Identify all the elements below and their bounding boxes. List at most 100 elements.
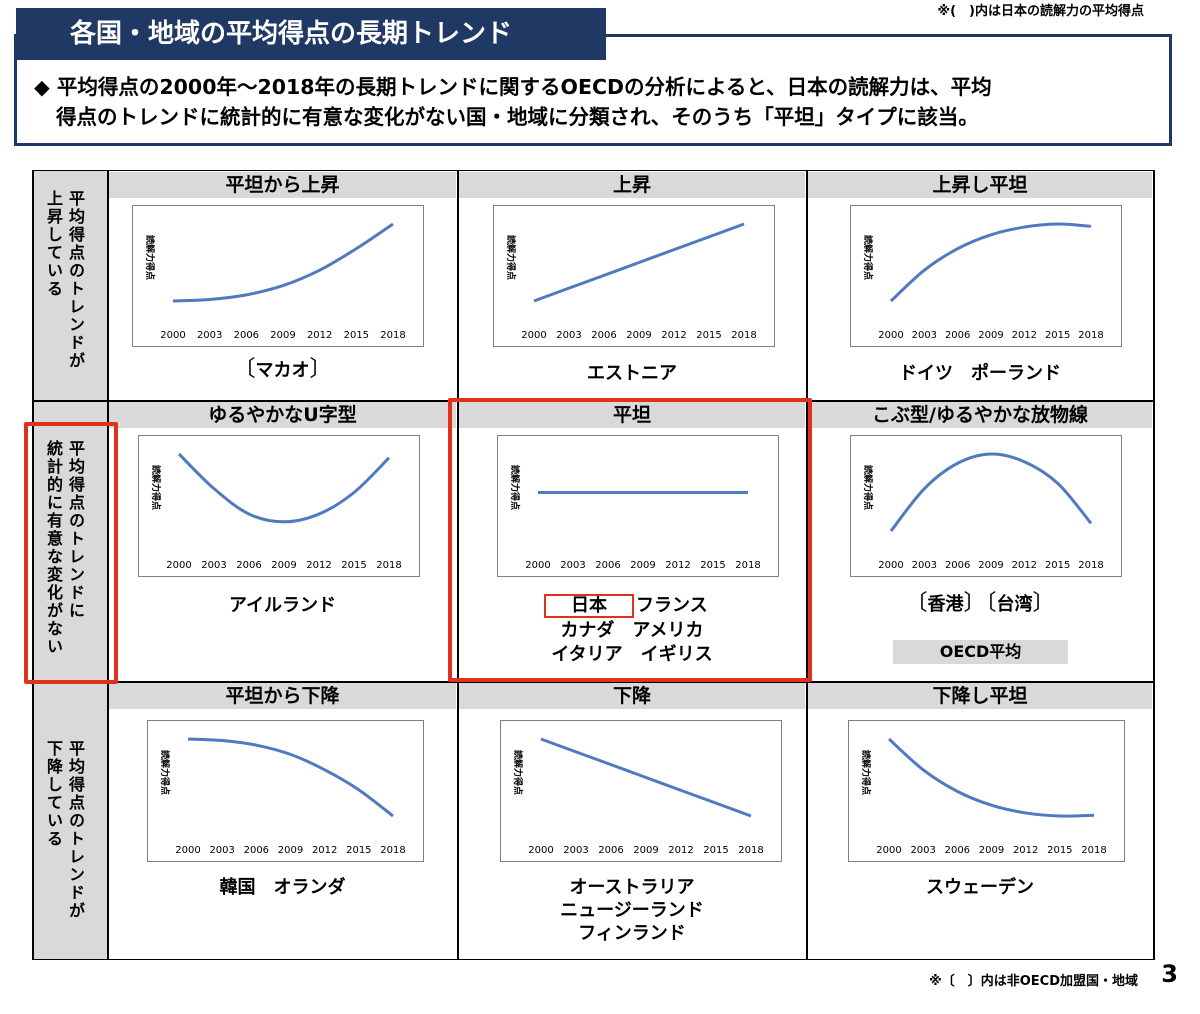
trend-line — [187, 737, 394, 818]
country-label: ドイツ ポーランド — [899, 363, 1061, 384]
x-tick-label: 2018 — [380, 330, 405, 341]
country-label: フランス — [636, 595, 708, 616]
x-tick-label: 2018 — [735, 560, 760, 571]
x-tick-label: 2012 — [668, 845, 693, 856]
x-tick-label: 2015 — [344, 330, 369, 341]
grid-line — [457, 170, 459, 960]
x-tick-label: 2006 — [595, 560, 620, 571]
x-tick-label: 2000 — [876, 845, 901, 856]
x-tick-label: 2018 — [1078, 560, 1103, 571]
x-tick-label: 2003 — [197, 330, 222, 341]
x-tick-label: 2000 — [525, 560, 550, 571]
bracket-left: 〔 — [985, 591, 997, 616]
country-label: 〔マカオ〕 — [233, 357, 332, 382]
x-tick-label: 2006 — [598, 845, 623, 856]
x-tick-label: 2000 — [521, 330, 546, 341]
country-label: スウェーデン — [926, 877, 1034, 898]
category-u-shape: ゆるやかなU字型 — [109, 402, 456, 428]
x-tick-label: 2009 — [633, 845, 658, 856]
trend-line — [533, 222, 745, 303]
row-label-no-change: 平均得点のトレンドに 統計的に有意な変化がない — [44, 440, 85, 656]
y-axis-label: 読解力得点 — [512, 750, 524, 795]
x-tick-label: 2015 — [696, 330, 721, 341]
japan-highlight — [544, 594, 634, 618]
x-tick-label: 2009 — [271, 560, 296, 571]
x-tick-label: 2012 — [307, 330, 332, 341]
x-tick-label: 2003 — [209, 845, 234, 856]
x-tick-label: 2009 — [626, 330, 651, 341]
x-tick-label: 2006 — [945, 845, 970, 856]
x-tick-label: 2003 — [910, 845, 935, 856]
x-tick-label: 2015 — [700, 560, 725, 571]
x-tick-label: 2000 — [175, 845, 200, 856]
x-tick-label: 2015 — [1045, 560, 1070, 571]
x-tick-label: 2012 — [312, 845, 337, 856]
top-note: ※( )内は日本の読解力の平均得点 — [937, 4, 1144, 19]
trend-line — [887, 737, 1095, 818]
summary-line-2: 得点のトレンドに統計的に有意な変化がない国・地域に分類され、そのうち「平坦」タイ… — [56, 105, 979, 129]
x-tick-label: 2009 — [270, 330, 295, 341]
row-label-rising: 平均得点のトレンドが 上昇している — [44, 190, 85, 370]
y-axis-label: 読解力得点 — [862, 465, 874, 510]
x-tick-label: 2006 — [591, 330, 616, 341]
country-label: アイルランド — [228, 595, 337, 616]
y-axis-label: 読解力得点 — [144, 235, 156, 280]
trend-chart: 読解力得点 2000 2003 2006 2009 2012 2015 2018 — [500, 720, 782, 862]
country-label: エストニア — [587, 363, 677, 384]
x-tick-label: 2003 — [556, 330, 581, 341]
x-tick-label: 2003 — [201, 560, 226, 571]
x-tick-label: 2015 — [1047, 845, 1072, 856]
country-label: カナダ アメリカ — [560, 620, 704, 641]
category-flat-then-rise: 平坦から上昇 — [109, 172, 456, 198]
category-rise-then-flat: 上昇し平坦 — [808, 172, 1152, 198]
x-tick-label: 2018 — [380, 845, 405, 856]
x-tick-label: 2000 — [166, 560, 191, 571]
x-tick-label: 2012 — [1012, 560, 1037, 571]
country-label: オーストラリア — [569, 877, 695, 898]
category-flat-then-decline: 平坦から下降 — [109, 683, 456, 709]
x-tick-label: 2012 — [1013, 845, 1038, 856]
category-flat: 平坦 — [459, 402, 805, 428]
highlight-flat-cell — [448, 398, 812, 682]
x-tick-label: 2006 — [945, 330, 970, 341]
row-header-column — [32, 171, 107, 959]
country-label: 韓国 オランダ — [219, 877, 346, 898]
y-axis-label: 読解力得点 — [150, 465, 162, 510]
bracket-left: 〔 — [233, 357, 256, 382]
trend-line — [172, 222, 394, 303]
bottom-note: ※〔 〕内は非OECD加盟国・地域 — [929, 974, 1138, 989]
y-axis-label: 読解力得点 — [509, 465, 521, 510]
grid-line — [107, 170, 109, 960]
row-label-declining: 平均得点のトレンドが 下降している — [44, 740, 85, 920]
x-tick-label: 2009 — [630, 560, 655, 571]
country-label: 〔香港〕〔台湾〕 — [905, 591, 1055, 616]
x-tick-label: 2015 — [341, 560, 366, 571]
x-tick-label: 2006 — [234, 330, 259, 341]
highlight-row-label — [24, 422, 118, 684]
page-number: 3 — [1161, 960, 1178, 988]
x-tick-label: 2018 — [1078, 330, 1103, 341]
y-axis-label: 読解力得点 — [862, 235, 874, 280]
x-tick-label: 2000 — [528, 845, 553, 856]
x-tick-label: 2009 — [978, 330, 1003, 341]
grid-line — [806, 170, 808, 960]
bracket-right: 〕 — [1032, 591, 1055, 616]
summary-text: ◆ 平均得点の2000年～2018年の長期トレンドに関するOECDの分析によると… — [34, 72, 1154, 132]
grid-line — [1153, 170, 1155, 960]
x-tick-label: 2000 — [878, 560, 903, 571]
category-rise: 上昇 — [459, 172, 805, 198]
x-tick-label: 2018 — [738, 845, 763, 856]
x-tick-label: 2000 — [160, 330, 185, 341]
category-decline-then-flat: 下降し平坦 — [808, 683, 1152, 709]
trend-chart: 読解力得点 2000 2003 2006 2009 2012 2015 2018 — [147, 720, 424, 862]
page-title: 各国・地域の平均得点の長期トレンド — [16, 8, 606, 60]
bracket-left: 〔 — [905, 591, 928, 616]
x-tick-label: 2012 — [1012, 330, 1037, 341]
x-tick-label: 2003 — [912, 560, 937, 571]
x-tick-label: 2015 — [1045, 330, 1070, 341]
trend-line — [889, 452, 1093, 532]
x-tick-label: 2009 — [978, 560, 1003, 571]
bracket-right: 〕 — [309, 357, 332, 382]
country-label: ニュージーランド — [560, 900, 704, 921]
x-tick-label: 2003 — [560, 560, 585, 571]
